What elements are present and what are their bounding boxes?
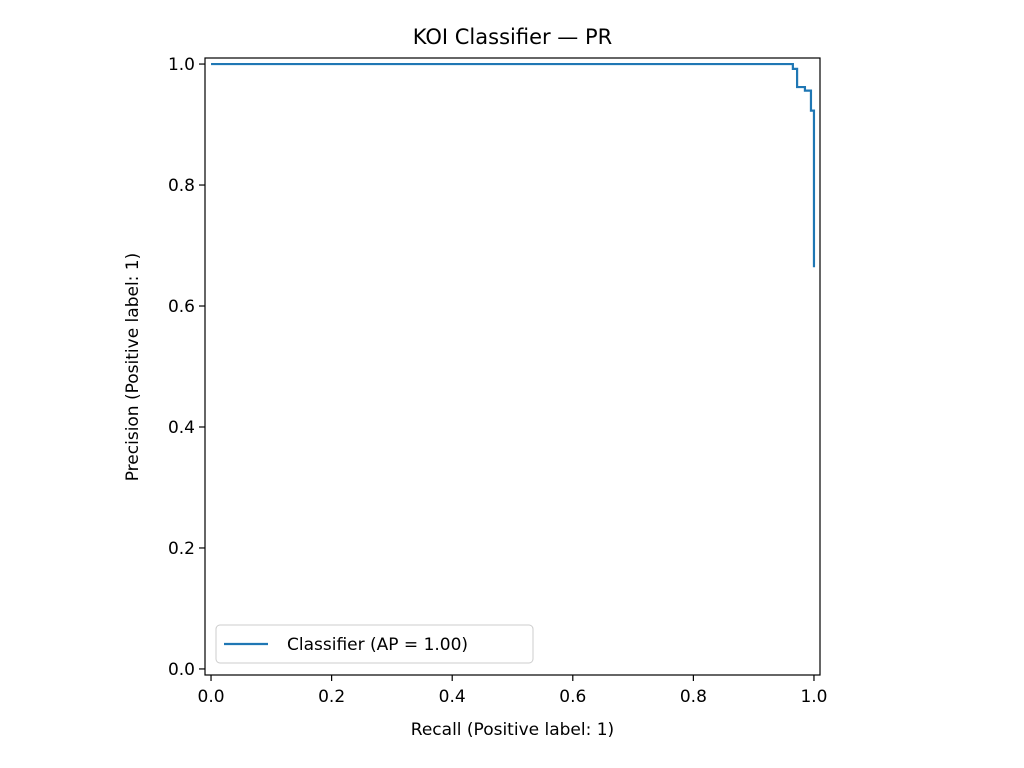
x-tick-label: 0.8 <box>680 687 707 707</box>
x-axis-label: Recall (Positive label: 1) <box>411 720 614 740</box>
x-tick-label: 1.0 <box>800 687 827 707</box>
x-tick-label: 0.6 <box>559 687 586 707</box>
y-axis-label: Precision (Positive label: 1) <box>123 253 143 482</box>
y-tick-label: 1.0 <box>168 55 195 75</box>
legend: Classifier (AP = 1.00) <box>215 624 534 664</box>
x-tick-label: 0.2 <box>318 687 345 707</box>
legend-label: Classifier (AP = 1.00) <box>287 635 468 655</box>
legend-box <box>215 624 534 664</box>
y-tick-label: 0.8 <box>168 176 195 196</box>
y-tick-label: 0.2 <box>168 539 195 559</box>
x-tick-label: 0.4 <box>439 687 466 707</box>
ticks-layer: 0.0 0.2 0.4 0.6 0.8 1.0 0.0 0.2 0.4 0.6 0.8 1.0 <box>168 55 828 707</box>
x-tick-label: 0.0 <box>198 687 225 707</box>
y-tick-label: 0.0 <box>168 660 195 680</box>
pr-curve-line <box>211 62 816 268</box>
series-layer <box>211 62 816 268</box>
plot-frame <box>204 57 821 676</box>
y-tick-label: 0.4 <box>168 418 195 438</box>
chart-title: KOI Classifier — PR <box>413 25 613 49</box>
y-tick-label: 0.6 <box>168 297 195 317</box>
plot-background <box>205 58 820 675</box>
